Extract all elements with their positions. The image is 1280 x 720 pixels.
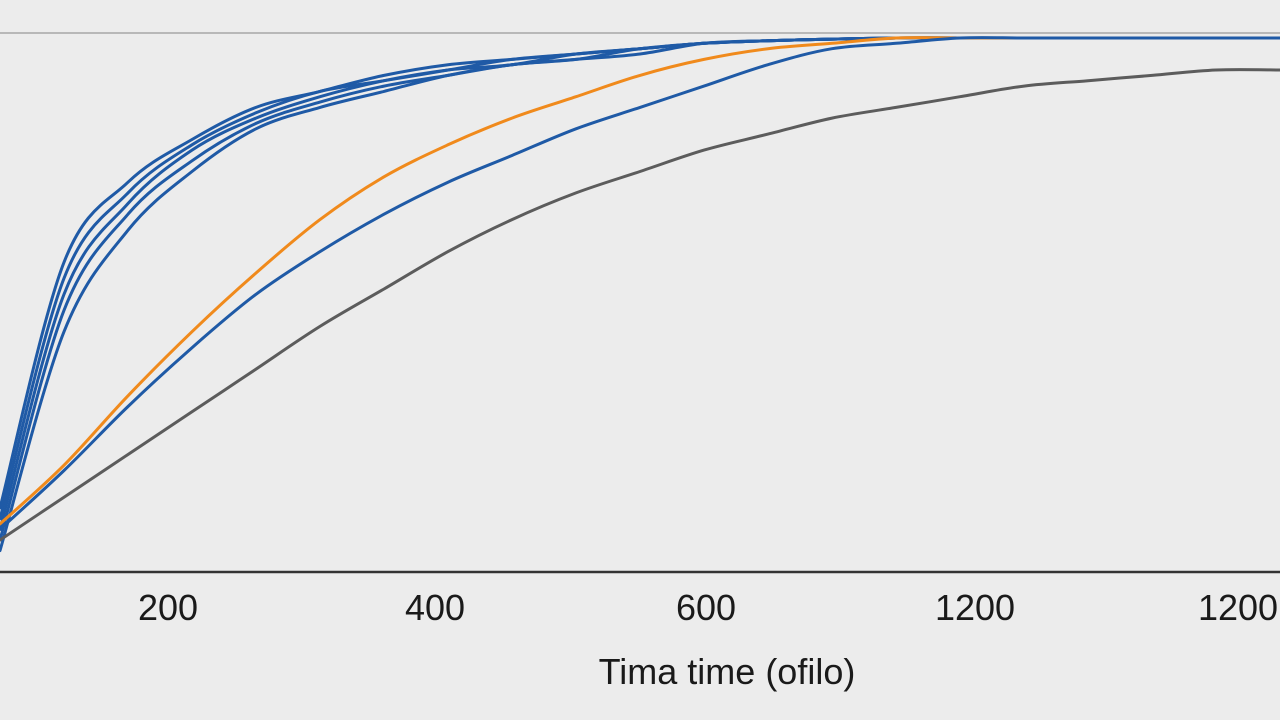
series-group bbox=[0, 36, 1280, 553]
x-tick-label: 600 bbox=[676, 587, 736, 628]
x-axis-title: Tima time (ofilo) bbox=[599, 651, 856, 692]
x-tick-label: 400 bbox=[405, 587, 465, 628]
series-line-4 bbox=[0, 36, 1280, 542]
series-line-6 bbox=[0, 36, 1280, 526]
series-line-3 bbox=[0, 36, 1280, 531]
x-tick-label: 200 bbox=[138, 587, 198, 628]
series-line-8 bbox=[0, 68, 1280, 542]
x-tick-label: 1200 bbox=[935, 587, 1015, 628]
x-tick-label: 1200 bbox=[1198, 587, 1278, 628]
series-line-7 bbox=[0, 36, 1280, 531]
series-line-2 bbox=[0, 36, 1280, 521]
series-line-5 bbox=[0, 36, 1280, 553]
x-tick-labels: 200 400 600 1200 1200 bbox=[138, 587, 1278, 628]
